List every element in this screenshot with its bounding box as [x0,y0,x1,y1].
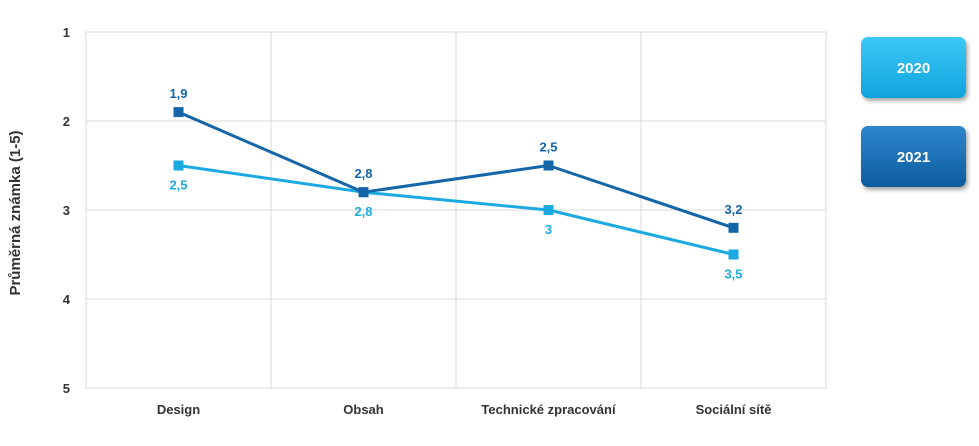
legend-item-2021: 2021 [861,126,966,187]
x-tick-label: Design [157,402,200,417]
series-line-2020 [178,164,734,256]
y-tick-label: 4 [63,292,71,307]
data-label-2020: 3,5 [724,267,742,282]
data-point-2020 [543,205,554,215]
legend-label-2020: 2020 [897,60,930,77]
series-layer [173,107,739,260]
y-axis-title: Průměrná známka (1-5) [7,130,24,295]
y-tick-label: 3 [63,203,70,218]
x-tick-label: Sociální sítě [696,402,772,417]
data-label-2020: 2,5 [169,178,187,193]
data-label-2020: 2,8 [354,204,372,219]
data-label-2021: 2,5 [539,140,557,155]
data-label-2021: 3,2 [724,202,742,217]
legend: 2020 2021 [861,37,966,187]
data-point-2021 [358,187,369,198]
y-tick-label: 5 [63,381,70,396]
data-point-2020 [173,160,184,171]
y-tick-label: 1 [63,25,70,40]
data-point-2020 [728,249,739,260]
data-label-2021: 2,8 [354,166,372,181]
series-line-2021 [177,110,734,230]
data-point-2021 [728,222,739,233]
plot-grid [85,31,827,389]
legend-swatch-2020 [861,37,966,98]
legend-swatch-2021 [861,126,966,187]
x-tick-label: Technické zpracování [481,402,616,417]
data-label-2021: 1,9 [169,86,187,101]
x-tick-label: Obsah [343,402,384,417]
data-labels: 2,5 2,8 3 3,5 1,9 2,8 2,5 3,2 [169,86,742,281]
axes: 1 2 3 4 5 Design Obsah Technické zpracování Soci… [63,25,772,417]
data-label-2020: 3 [545,222,552,237]
data-point-2021 [543,160,554,171]
legend-label-2021: 2021 [897,149,930,166]
data-point-2021 [173,107,184,118]
legend-item-2020: 2020 [861,37,966,98]
y-tick-label: 2 [63,114,70,129]
